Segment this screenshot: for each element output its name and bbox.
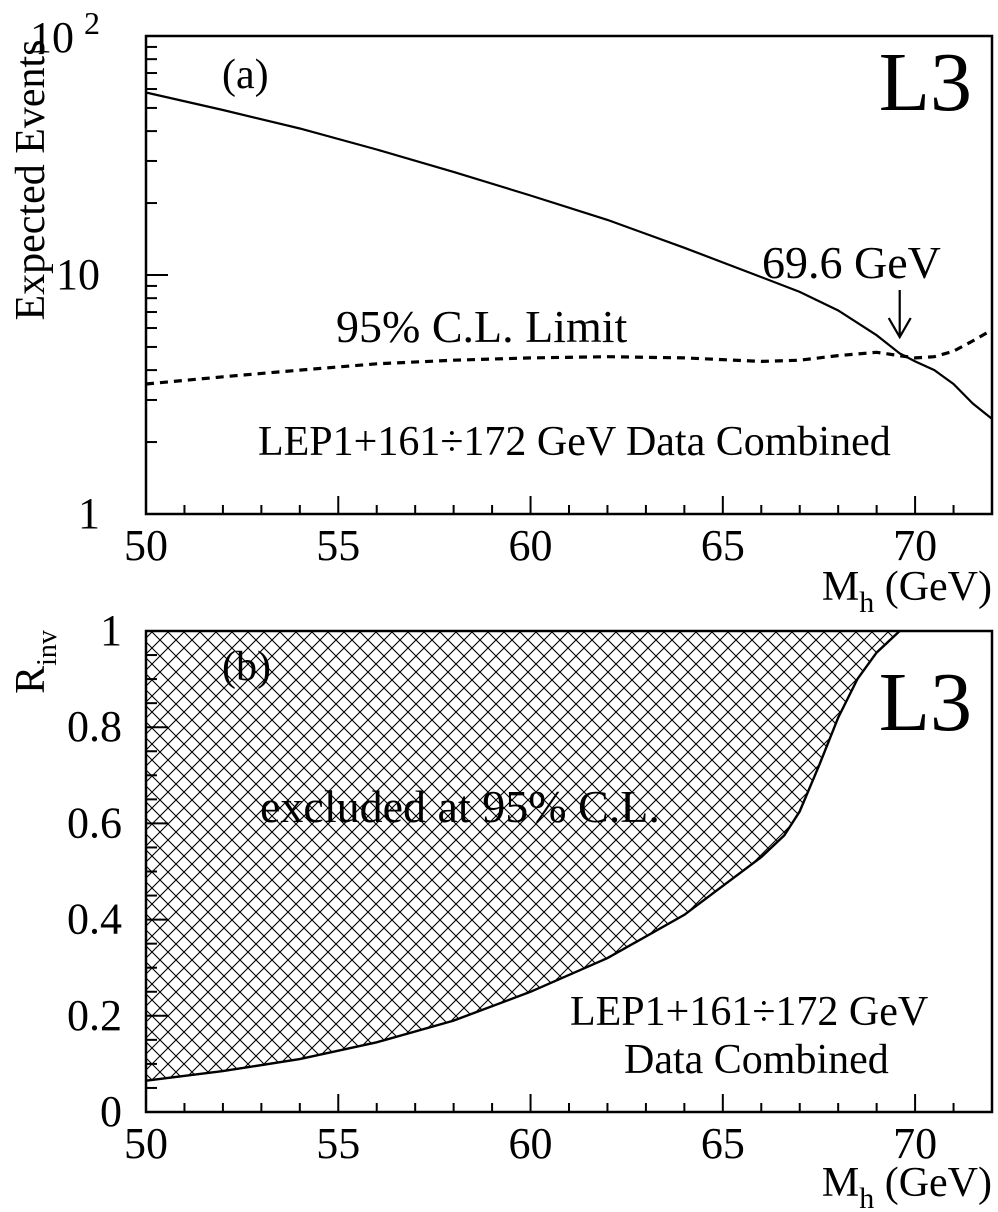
panel-a-ytick-top: 10 2 bbox=[30, 5, 100, 62]
panel-a-ylabel: Expected Events bbox=[8, 39, 54, 320]
panel-a-limit-line bbox=[145, 328, 993, 386]
panel-b-ytick-label: 0.2 bbox=[67, 991, 122, 1040]
panel-b: 50 55 60 65 70 0 0.2 0.4 0.6 0.8 1 (b) L3 excluded… bbox=[8, 606, 994, 1212]
panel-a-mass-arrow bbox=[887, 290, 912, 340]
panel-a-xlabel: Mh (GeV) bbox=[822, 564, 992, 619]
panel-b-xtick-label: 70 bbox=[893, 1119, 937, 1168]
panel-b-excluded-region bbox=[146, 631, 900, 1081]
panel-a-mass-label: 69.6 GeV bbox=[762, 237, 941, 288]
panel-b-ytick-label: 0.6 bbox=[67, 798, 122, 847]
panel-b-boundary-line bbox=[145, 630, 901, 1082]
panel-b-ylabel: Rinv bbox=[8, 630, 63, 694]
panel-a-experiment-label: L3 bbox=[879, 36, 972, 129]
panel-a-ticks: 50 55 60 65 70 1 10 bbox=[56, 35, 993, 570]
panel-a-label: (a) bbox=[222, 52, 269, 98]
panel-b-xlabel: Mh (GeV) bbox=[822, 1160, 992, 1212]
panel-b-label: (b) bbox=[222, 644, 271, 690]
panel-b-ytick-label: 0.8 bbox=[67, 702, 122, 751]
panel-a-marks bbox=[145, 91, 993, 420]
panel-a-ytick-label: 10 bbox=[56, 250, 100, 299]
panel-a-data-label: LEP1+161÷172 GeV Data Combined bbox=[258, 419, 891, 465]
panel-b-xtick-label: 50 bbox=[124, 1119, 168, 1168]
panel-b-experiment-label: L3 bbox=[879, 656, 972, 749]
panel-b-ytick-label: 0.4 bbox=[67, 895, 122, 944]
panel-a-xtick-label: 60 bbox=[509, 521, 553, 570]
panel-b-ytick-label: 1 bbox=[100, 606, 122, 655]
panel-a-xtick-label: 55 bbox=[316, 521, 360, 570]
panel-a-xtick-label: 70 bbox=[893, 521, 937, 570]
panel-b-xtick-label: 55 bbox=[316, 1119, 360, 1168]
panel-b-ticks: 50 55 60 65 70 0 0.2 0.4 0.6 0.8 1 bbox=[67, 606, 993, 1168]
panel-a-expected-line bbox=[145, 91, 993, 420]
panel-a-ytick-label: 1 bbox=[78, 489, 100, 538]
panel-b-xtick-label: 65 bbox=[701, 1119, 745, 1168]
panel-a-xtick-label: 65 bbox=[701, 521, 745, 570]
panel-b-data-label-line2: Data Combined bbox=[624, 1037, 889, 1083]
panel-b-ytick-label: 0 bbox=[100, 1087, 122, 1136]
panel-a-limit-label: 95% C.L. Limit bbox=[336, 301, 628, 352]
panel-b-xtick-label: 60 bbox=[509, 1119, 553, 1168]
panel-b-data-label-line1: LEP1+161÷172 GeV bbox=[570, 989, 928, 1035]
panel-a: 50 55 60 65 70 1 10 (a) L3 95% C.L. Limit 69.6… bbox=[8, 5, 994, 619]
panel-b-region-label: excluded at 95% C.L. bbox=[260, 781, 660, 832]
panel-b-marks bbox=[145, 630, 901, 1082]
panel-a-xtick-label: 50 bbox=[124, 521, 168, 570]
